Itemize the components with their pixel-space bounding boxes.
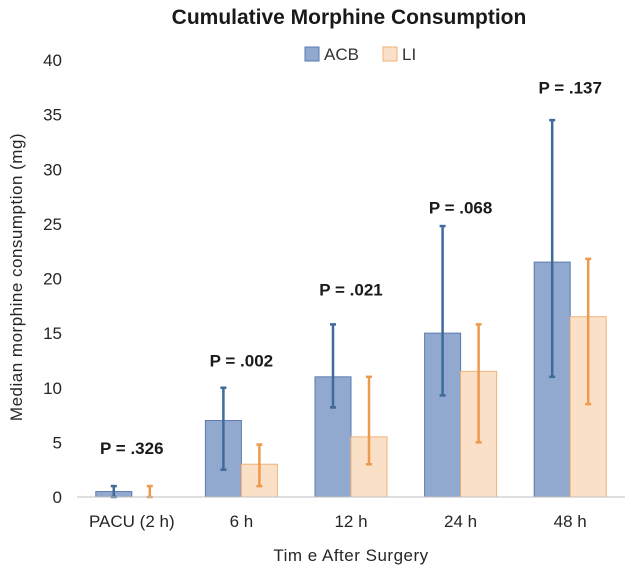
chart-title: Cumulative Morphine Consumption (172, 6, 527, 29)
legend-label-acb: ACB (324, 45, 359, 64)
y-tick-label: 25 (43, 215, 62, 234)
y-axis: 0 5 10 15 20 25 30 35 40 (43, 51, 62, 507)
legend-label-li: LI (402, 45, 416, 64)
legend-swatch-li (382, 46, 398, 62)
legend-swatch-acb (304, 46, 320, 62)
legend: ACB LI (304, 45, 416, 64)
y-tick-label: 20 (43, 270, 62, 289)
y-tick-label: 30 (43, 160, 62, 179)
x-axis: PACU (2 h) 6 h 12 h 24 h 48 h (89, 512, 587, 531)
p-value-label: P = .021 (319, 280, 383, 299)
x-tick-label: PACU (2 h) (89, 512, 175, 531)
y-tick-label: 0 (53, 488, 62, 507)
y-tick-label: 35 (43, 106, 62, 125)
p-value-label: P = .326 (100, 439, 164, 458)
p-value-label: P = .002 (210, 351, 274, 370)
y-axis-label: Median morphine consumption (mg) (7, 133, 26, 421)
x-tick-label: 24 h (444, 512, 477, 531)
y-tick-label: 40 (43, 51, 62, 70)
x-tick-label: 6 h (230, 512, 254, 531)
p-value-annotations: P = .326 P = .002 P = .021 P = .068 P = .137 (100, 78, 602, 458)
p-value-label: P = .068 (429, 198, 493, 217)
x-tick-label: 12 h (334, 512, 367, 531)
p-value-label: P = .137 (538, 78, 602, 97)
y-tick-label: 5 (53, 433, 62, 452)
y-tick-label: 15 (43, 324, 62, 343)
y-tick-label: 10 (43, 379, 62, 398)
x-tick-label: 48 h (554, 512, 587, 531)
x-axis-label: Tim e After Surgery (273, 546, 428, 565)
